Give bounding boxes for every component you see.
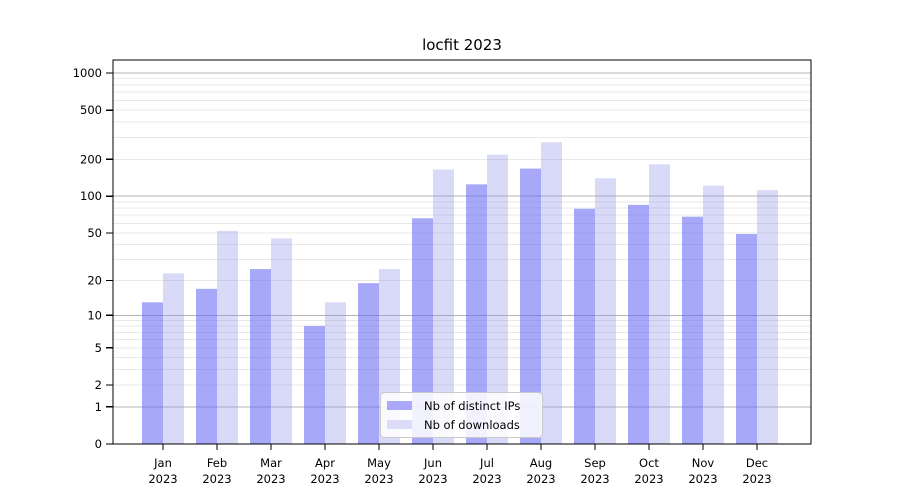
legend-item: Nb of distinct IPs xyxy=(387,397,536,414)
y-tick-label: 20 xyxy=(87,274,102,288)
bar-nb-of-distinct-ips-dec xyxy=(736,233,757,444)
bar-nb-of-distinct-ips-jun xyxy=(412,218,433,444)
bar-nb-of-downloads-oct xyxy=(649,164,670,444)
x-tick-label: Sep 2023 xyxy=(580,456,609,486)
bar-nb-of-distinct-ips-apr xyxy=(304,326,325,444)
bar-nb-of-distinct-ips-feb xyxy=(196,288,217,444)
legend-swatch-downloads xyxy=(387,420,412,429)
y-tick-label: 200 xyxy=(80,152,102,166)
bar-nb-of-distinct-ips-oct xyxy=(628,204,649,444)
y-tick-label: 2 xyxy=(95,378,102,392)
bar-nb-of-distinct-ips-may xyxy=(358,283,379,444)
y-tick-label: 1 xyxy=(95,400,102,414)
bar-nb-of-distinct-ips-jan xyxy=(142,302,163,444)
legend-item: Nb of downloads xyxy=(387,416,536,433)
bar-nb-of-distinct-ips-aug xyxy=(520,168,541,445)
y-tick-label: 5 xyxy=(95,341,102,355)
bar-nb-of-distinct-ips-jul xyxy=(466,184,487,444)
x-tick-label: Feb 2023 xyxy=(202,456,231,486)
x-tick-label: May 2023 xyxy=(364,456,393,486)
plot-spines xyxy=(112,59,812,445)
y-tick-label: 0 xyxy=(95,437,102,451)
legend-swatch-distinct-ips xyxy=(387,401,412,410)
legend-label-downloads: Nb of downloads xyxy=(424,417,520,432)
y-tick-label: 50 xyxy=(87,226,102,240)
bar-nb-of-distinct-ips-sep xyxy=(574,208,595,444)
bar-nb-of-downloads-nov xyxy=(703,185,724,445)
bar-nb-of-distinct-ips-mar xyxy=(250,269,271,444)
x-tick-label: Jan 2023 xyxy=(148,456,177,486)
bar-nb-of-downloads-jul xyxy=(487,154,508,445)
bar-nb-of-downloads-feb xyxy=(217,230,238,444)
bar-nb-of-downloads-mar xyxy=(271,238,292,444)
x-tick-label: Apr 2023 xyxy=(310,456,339,486)
y-tick-label: 10 xyxy=(87,308,102,322)
x-tick-label: Aug 2023 xyxy=(526,456,555,486)
x-tick-label: Mar 2023 xyxy=(256,456,285,486)
bar-nb-of-downloads-aug xyxy=(541,142,562,444)
x-tick-label: Jul 2023 xyxy=(472,456,501,486)
y-tick-label: 500 xyxy=(80,103,102,117)
legend-label-distinct-ips: Nb of distinct IPs xyxy=(424,398,521,413)
x-tick-label: Dec 2023 xyxy=(742,456,771,486)
legend: Nb of distinct IPs Nb of downloads xyxy=(380,392,543,438)
bar-nb-of-downloads-jan xyxy=(163,273,184,444)
x-tick-label: Oct 2023 xyxy=(634,456,663,486)
bar-nb-of-downloads-jun xyxy=(433,169,454,444)
chart-title: locfit 2023 xyxy=(422,36,502,54)
x-tick-label: Jun 2023 xyxy=(418,456,447,486)
bar-nb-of-downloads-apr xyxy=(325,302,346,444)
y-tick-label: 1000 xyxy=(73,66,102,80)
bar-nb-of-distinct-ips-nov xyxy=(682,216,703,444)
bar-nb-of-downloads-sep xyxy=(595,178,616,445)
bar-nb-of-downloads-dec xyxy=(757,190,778,444)
x-tick-label: Nov 2023 xyxy=(688,456,717,486)
y-tick-label: 100 xyxy=(80,189,102,203)
